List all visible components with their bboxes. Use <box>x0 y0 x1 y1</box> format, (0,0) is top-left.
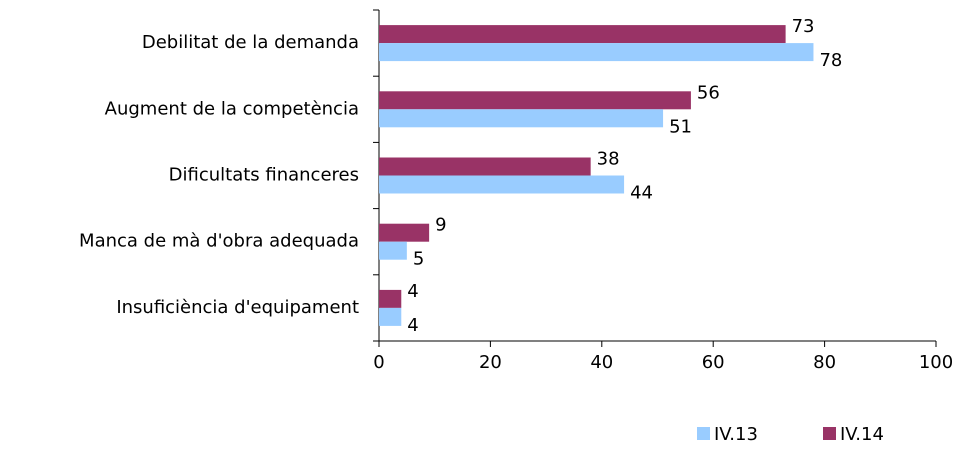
value-label: 4 <box>407 315 418 336</box>
bar <box>379 289 402 308</box>
y-tick-label: Manca de mà d'obra adequada <box>79 231 359 252</box>
value-label: 9 <box>435 215 446 236</box>
bar <box>379 157 591 176</box>
y-tick-label: Debilitat de la demanda <box>142 32 359 53</box>
x-tick-label: 40 <box>590 352 613 373</box>
x-tick-label: 60 <box>702 352 725 373</box>
value-label: 51 <box>669 116 692 137</box>
legend-label: IV.14 <box>840 424 884 445</box>
bar <box>379 241 407 260</box>
value-label: 4 <box>407 281 418 302</box>
legend-swatch <box>823 427 836 440</box>
value-label: 5 <box>413 249 424 270</box>
bar <box>379 109 664 128</box>
bar <box>379 307 402 326</box>
value-label: 38 <box>597 149 620 170</box>
bar <box>379 43 814 62</box>
x-tick-label: 100 <box>919 352 953 373</box>
bar <box>379 25 786 44</box>
legend-label: IV.13 <box>714 424 758 445</box>
x-tick-label: 80 <box>813 352 836 373</box>
value-label: 44 <box>630 183 653 204</box>
value-label: 56 <box>697 82 720 103</box>
value-label: 73 <box>792 16 815 37</box>
x-tick-label: 0 <box>373 352 384 373</box>
legend-swatch <box>697 427 710 440</box>
y-tick-label: Augment de la competència <box>105 98 359 119</box>
y-tick-label: Dificultats financeres <box>169 165 359 186</box>
bar <box>379 91 691 110</box>
bar <box>379 175 625 194</box>
y-tick-label: Insuficiència d'equipament <box>116 297 359 318</box>
value-label: 78 <box>819 50 842 71</box>
x-tick-label: 20 <box>479 352 502 373</box>
bar <box>379 223 430 242</box>
